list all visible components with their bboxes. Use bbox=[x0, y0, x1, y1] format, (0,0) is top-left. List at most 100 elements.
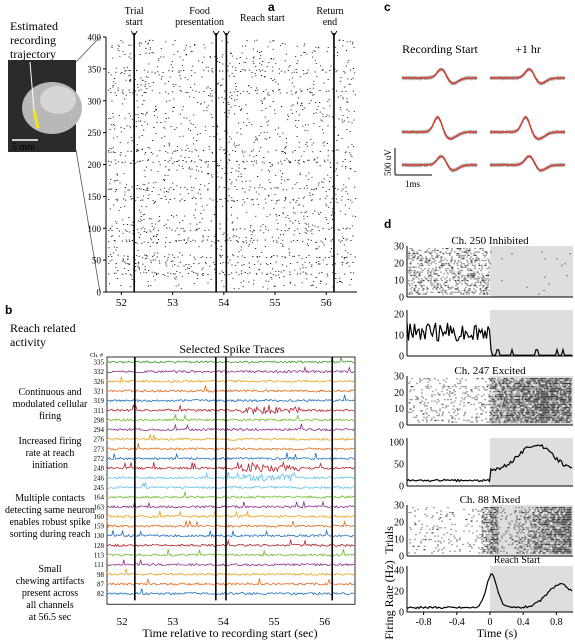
post-reach-shading bbox=[490, 376, 573, 425]
scale-bar-label: 5 mm bbox=[12, 142, 35, 153]
raster-x-axis: 52 53 54 55 56 bbox=[116, 292, 332, 309]
event-arrow bbox=[222, 30, 230, 37]
event-arrow bbox=[330, 30, 338, 37]
raster-spikes bbox=[408, 507, 572, 554]
spike-trace bbox=[106, 588, 355, 596]
spike-trace bbox=[106, 471, 355, 482]
raster-y-axis: 400 350 300 250 200 150 100 50 0 bbox=[88, 33, 106, 298]
annotation-line: rate at reach bbox=[26, 448, 75, 459]
annotation-line: all channels bbox=[26, 600, 74, 611]
time-x-axis: -0.8 -0.4 0 0.4 0.8 bbox=[416, 612, 563, 628]
zoom-line-bottom bbox=[75, 149, 101, 293]
spike-trace bbox=[106, 528, 355, 538]
raster-y-tick-label: 20 bbox=[394, 518, 404, 529]
time-x-label: Time (s) bbox=[477, 626, 518, 640]
panel-b-letter: b bbox=[5, 303, 12, 317]
annotation-line: sorting during reach bbox=[10, 529, 91, 540]
annotation-line: present across bbox=[22, 588, 78, 599]
annotation-line: detecting same neuron bbox=[5, 505, 95, 516]
raster-y-tick-label: 400 bbox=[88, 33, 102, 43]
spike-trace bbox=[106, 482, 355, 490]
event-label: Food presentation bbox=[175, 6, 224, 28]
channel-label: 335 bbox=[94, 359, 105, 367]
spike-trace bbox=[106, 376, 355, 384]
spike-trace bbox=[106, 520, 355, 529]
channel-label: 319 bbox=[94, 397, 105, 405]
channel-label: 326 bbox=[94, 378, 105, 386]
inset-title-line-3: trajectory bbox=[10, 47, 56, 61]
annotation-line: enables robust spike bbox=[9, 517, 91, 528]
waveform-mean bbox=[402, 68, 477, 85]
channel-label: 82 bbox=[97, 590, 105, 598]
brain-highlight bbox=[40, 86, 76, 114]
traces-x-tick-label: 53 bbox=[167, 616, 179, 628]
channel-label: 164 bbox=[94, 494, 105, 502]
zoom-line-top bbox=[75, 36, 101, 63]
spike-trace bbox=[106, 461, 355, 473]
raster-y-tick-label: 150 bbox=[88, 192, 102, 202]
event-label: Reach start bbox=[240, 13, 285, 24]
annotation-line: firing bbox=[39, 411, 61, 422]
waveforms bbox=[401, 67, 566, 173]
raster-y-tick-label: 0 bbox=[399, 421, 404, 432]
channel-label: 246 bbox=[94, 474, 105, 482]
spike-trace bbox=[106, 510, 355, 519]
spike-trace bbox=[106, 568, 355, 576]
rate-curve bbox=[406, 573, 573, 610]
raster-x-tick-label: 53 bbox=[167, 297, 179, 309]
rate-y-tick-label: 10 bbox=[394, 331, 404, 342]
panel-b: b Reach related activity Selected Spike … bbox=[5, 303, 356, 640]
annotation-line: chewing artifacts bbox=[16, 576, 85, 587]
channel-label: 111 bbox=[94, 561, 104, 569]
time-x-tick-label: 0 bbox=[488, 617, 493, 628]
post-reach-shading bbox=[490, 566, 573, 612]
raster-y-tick-label: 0 bbox=[97, 288, 102, 298]
channel-label: 163 bbox=[94, 503, 105, 511]
recording-trajectory bbox=[32, 109, 40, 129]
spike-trace bbox=[106, 404, 355, 416]
channel-label: 298 bbox=[94, 416, 105, 424]
raster-plot bbox=[105, 37, 357, 293]
reach-start-label: Reach Start bbox=[494, 555, 541, 566]
raster-y-tick-label: 20 bbox=[394, 388, 404, 399]
event-label: Return end bbox=[316, 6, 343, 28]
channel-label: 311 bbox=[94, 407, 105, 415]
time-x-tick-label: 0.4 bbox=[517, 617, 530, 628]
waveform-mean bbox=[490, 155, 565, 172]
event-label-line: start bbox=[126, 17, 143, 28]
heading-line-2: activity bbox=[10, 335, 46, 349]
scale-label-time: 1ms bbox=[405, 179, 421, 189]
rate-y-tick-label: 100 bbox=[389, 438, 404, 449]
time-x-tick-label: -0.4 bbox=[449, 617, 465, 628]
channel-label: 321 bbox=[94, 387, 105, 395]
rate-y-label: Firing Rate (Hz) bbox=[382, 560, 396, 639]
event-label-line: Return bbox=[316, 6, 343, 17]
trials-y-label: Trials bbox=[382, 526, 396, 554]
channel-label: 248 bbox=[94, 465, 105, 473]
channel-label: 276 bbox=[94, 436, 105, 444]
channel-label: 159 bbox=[94, 523, 105, 531]
annotation-line: modulated cellular bbox=[13, 399, 88, 410]
channel-label: 160 bbox=[94, 513, 105, 521]
event-arrow bbox=[130, 30, 138, 37]
spike-trace bbox=[106, 365, 355, 374]
raster-y-tick-label: 300 bbox=[88, 96, 102, 106]
event-arrow bbox=[212, 30, 220, 37]
post-reach-shading bbox=[490, 310, 573, 356]
rate-curve bbox=[406, 322, 572, 356]
spike-trace bbox=[106, 434, 355, 442]
traces-frame bbox=[106, 356, 356, 605]
channel-label: 294 bbox=[94, 426, 105, 434]
waveform-mean bbox=[490, 116, 565, 140]
spike-trace bbox=[106, 385, 355, 393]
traces-x-tick-label: 56 bbox=[319, 616, 331, 628]
inset-title-line-1: Estimated bbox=[10, 19, 58, 33]
rate-y-tick-label: 20 bbox=[394, 310, 404, 321]
spike-trace bbox=[106, 500, 355, 509]
rate-y-tick-label: 0 bbox=[399, 608, 404, 619]
spike-trace bbox=[106, 355, 355, 364]
